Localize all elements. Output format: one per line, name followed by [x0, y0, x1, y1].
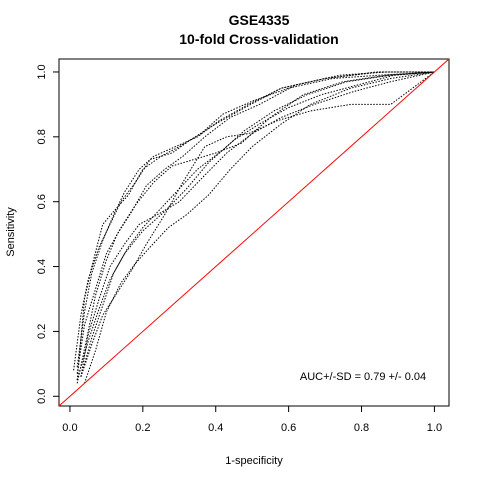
- y-tick-label: 0.8: [36, 129, 48, 144]
- chart-subtitle: 10-fold Cross-validation: [179, 31, 338, 47]
- x-tick-label: 0.4: [208, 422, 223, 434]
- y-axis-label: Sensitivity: [5, 207, 17, 257]
- roc-curve-fold-3: [76, 71, 435, 384]
- x-tick-label: 0.6: [281, 422, 296, 434]
- y-tick-label: 1.0: [36, 64, 48, 79]
- y-tick-label: 0.2: [36, 324, 48, 339]
- roc-curve-fold-6: [84, 71, 435, 384]
- roc-curve-fold-9: [76, 71, 435, 381]
- y-tick-label: 0.4: [36, 259, 48, 274]
- x-tick-label: 0.0: [62, 422, 77, 434]
- x-tick-label: 0.8: [354, 422, 369, 434]
- chart-title: GSE4335: [229, 12, 290, 28]
- roc-series-group: [73, 71, 435, 384]
- roc-curve-fold-8: [76, 71, 435, 368]
- x-axis: 0.0 0.2 0.4 0.6 0.8 1.0: [62, 405, 442, 434]
- y-axis: 0.0 0.2 0.4 0.6 0.8 1.0: [36, 64, 60, 404]
- roc-curve-fold-1: [76, 71, 435, 381]
- y-tick-label: 0.6: [36, 194, 48, 209]
- roc-curve-fold-5: [76, 71, 435, 374]
- reference-diagonal: [58, 58, 450, 407]
- auc-annotation: AUC+/-SD = 0.79 +/- 0.04: [300, 371, 426, 383]
- roc-curve-fold-4: [80, 71, 435, 377]
- y-tick-label: 0.0: [36, 389, 48, 404]
- x-tick-label: 1.0: [427, 422, 442, 434]
- x-tick-label: 0.2: [135, 422, 150, 434]
- roc-curve-fold-10: [80, 71, 435, 377]
- roc-curve-fold-2: [73, 71, 435, 371]
- x-axis-label: 1-specificity: [225, 455, 283, 467]
- roc-curve-fold-7: [80, 71, 435, 377]
